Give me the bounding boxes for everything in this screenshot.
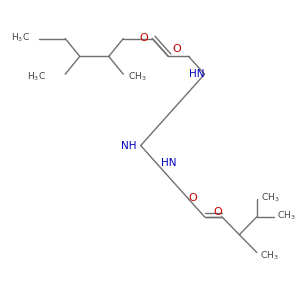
Text: CH$_3$: CH$_3$ [260, 249, 278, 262]
Text: HN: HN [161, 158, 176, 168]
Text: CH$_3$: CH$_3$ [261, 191, 280, 204]
Text: H$_3$C: H$_3$C [11, 32, 30, 44]
Text: CH$_3$: CH$_3$ [277, 210, 296, 222]
Text: O: O [189, 193, 197, 202]
Text: HN: HN [189, 69, 204, 79]
Text: O: O [172, 44, 181, 54]
Text: H$_3$C: H$_3$C [27, 71, 46, 83]
Text: CH$_3$: CH$_3$ [128, 71, 146, 83]
Text: NH: NH [121, 140, 136, 151]
Text: O: O [213, 207, 222, 218]
Text: O: O [139, 33, 148, 43]
